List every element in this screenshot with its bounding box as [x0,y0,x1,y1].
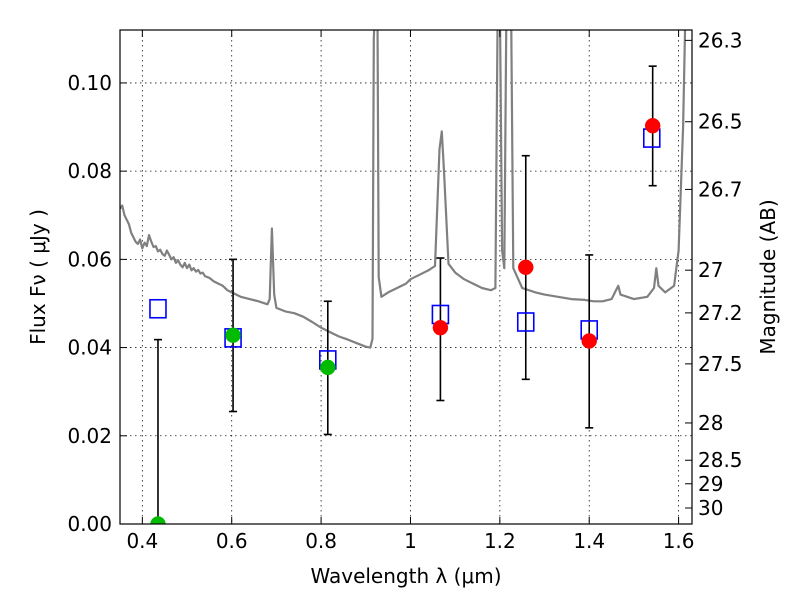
magnitude-tick-label: 28 [698,411,723,435]
x-tick-label: 1.6 [663,529,695,553]
green-data-point [320,359,336,376]
x-axis-label: Wavelength λ (μm) [310,564,501,588]
red-data-point [432,319,449,336]
x-tick-label: 0.4 [126,529,158,553]
y-tick-label: 0.06 [67,247,112,271]
magnitude-tick-label: 27 [698,258,723,282]
magnitude-tick-label: 26.3 [698,28,743,52]
red-data-point [518,259,534,276]
magnitude-tick-label: 28.5 [698,448,743,472]
red-data-point [644,117,661,134]
x-tick-label: 0.8 [305,529,337,553]
magnitude-tick-label: 30 [698,496,723,520]
magnitude-tick-label: 26.5 [698,110,743,134]
model-photometry-square [516,312,535,332]
y-tick-label: 0.10 [67,71,112,95]
model-spectrum-line [120,30,687,349]
x-tick-label: 1.4 [573,529,605,553]
green-data-point [225,327,241,343]
x-tick-label: 1.2 [484,529,516,553]
model-photometry-square [149,298,167,319]
plot-area [120,30,687,524]
y-tick-label: 0.08 [67,159,112,183]
x-tick-label: 0.6 [216,529,248,553]
right-axis-label: Magnitude (AB) [756,199,780,354]
axis-ticks: 0.4 0.6 0.8 1 1.2 1.4 1.6 0.00 0.02 0.04 0.06 0.08 0… [67,28,742,553]
red-data-point [581,333,597,349]
x-tick-label: 1 [404,529,417,553]
plot-frame [119,29,693,525]
y-tick-label: 0.02 [67,424,112,448]
magnitude-tick-label: 27.5 [698,352,743,376]
magnitude-tick-label: 29 [698,472,723,496]
magnitude-tick-label: 27.2 [698,301,743,325]
y-axis-label: Flux Fν ( μJy ) [26,209,50,345]
y-tick-label: 0.04 [67,336,112,360]
green-data-point [150,516,166,524]
magnitude-tick-label: 26.7 [698,177,743,201]
y-tick-label: 0.00 [67,512,112,536]
